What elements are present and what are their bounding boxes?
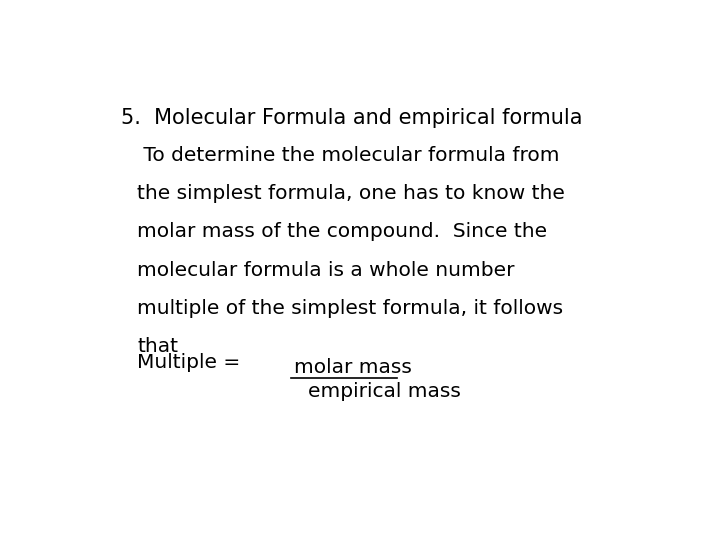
Text: multiple of the simplest formula, it follows: multiple of the simplest formula, it fol…: [138, 299, 564, 318]
Text: molecular formula is a whole number: molecular formula is a whole number: [138, 261, 515, 280]
Text: Multiple =: Multiple =: [138, 353, 247, 372]
Text: the simplest formula, one has to know the: the simplest formula, one has to know th…: [138, 184, 565, 203]
Text: molar mass: molar mass: [294, 358, 412, 377]
Text: 5.  Molecular Formula and empirical formula: 5. Molecular Formula and empirical formu…: [121, 109, 582, 129]
Text: empirical mass: empirical mass: [307, 382, 461, 401]
Text: that: that: [138, 337, 179, 356]
Text: molar mass of the compound.  Since the: molar mass of the compound. Since the: [138, 222, 547, 241]
Text: To determine the molecular formula from: To determine the molecular formula from: [138, 146, 560, 165]
